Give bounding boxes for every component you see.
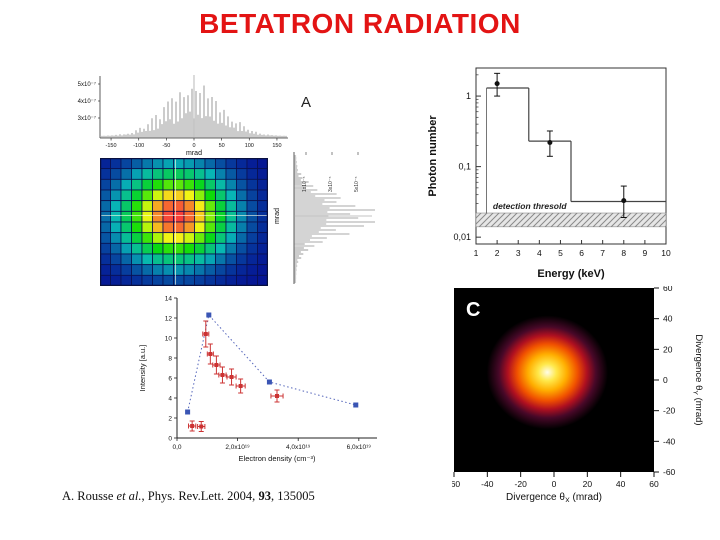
svg-text:3: 3 — [516, 248, 521, 258]
svg-text:14: 14 — [165, 296, 173, 303]
svg-text:-50: -50 — [162, 143, 170, 149]
svg-text:40: 40 — [616, 479, 626, 489]
svg-text:Divergence θX (mrad): Divergence θX (mrad) — [506, 492, 602, 502]
svg-text:2: 2 — [168, 416, 172, 423]
svg-text:Electron density (cm⁻³): Electron density (cm⁻³) — [239, 454, 316, 463]
svg-text:-150: -150 — [106, 143, 117, 149]
svg-text:8: 8 — [621, 248, 626, 258]
vertical-profile-chart: mrad 1x10⁻⁵ 3x10⁻⁵ 5x10⁻⁵ — [274, 152, 375, 284]
svg-text:50: 50 — [219, 143, 225, 149]
svg-text:2: 2 — [495, 248, 500, 258]
svg-text:20: 20 — [583, 479, 593, 489]
svg-text:60: 60 — [663, 286, 673, 293]
svg-text:4x10⁻⁷: 4x10⁻⁷ — [78, 98, 96, 105]
citation-etal: et al. — [116, 489, 142, 503]
svg-text:6: 6 — [168, 376, 172, 383]
beam-profile-panel — [100, 158, 268, 286]
svg-text:-60: -60 — [452, 479, 460, 489]
svg-text:150: 150 — [272, 143, 281, 149]
svg-text:0,0: 0,0 — [172, 444, 181, 451]
divergence-map-image: C 60 40 20 0 -20 -40 -60 -60 -40 -20 0 20 40 60 Diverge… — [452, 286, 705, 502]
svg-text:9: 9 — [643, 248, 648, 258]
svg-text:6,0x10¹⁹: 6,0x10¹⁹ — [347, 444, 372, 451]
svg-text:0,1: 0,1 — [458, 162, 471, 172]
svg-text:5: 5 — [558, 248, 563, 258]
panel-a-label: A — [301, 94, 312, 111]
intensity-vs-density-chart: 0 2 4 6 8 10 12 14 0,0 2,0x10¹⁹ 4,0x10¹⁹ 6,0x10¹⁹ El… — [138, 296, 377, 463]
svg-text:1x10⁻⁵: 1x10⁻⁵ — [302, 176, 308, 192]
svg-text:0,01: 0,01 — [453, 232, 471, 242]
svg-text:C: C — [466, 299, 480, 321]
citation-journal: , Phys. Rev.Lett. 2004, — [141, 489, 259, 503]
citation: A. Rousse et al., Phys. Rev.Lett. 2004, … — [62, 489, 315, 504]
svg-text:Photon number: Photon number — [427, 115, 439, 197]
svg-text:3x10⁻⁷: 3x10⁻⁷ — [78, 115, 96, 122]
svg-text:6: 6 — [579, 248, 584, 258]
svg-text:mrad: mrad — [274, 208, 281, 224]
page-title: BETATRON RADIATION — [199, 8, 521, 39]
svg-text:Divergence θY (mrad): Divergence θY (mrad) — [692, 334, 705, 425]
svg-text:12: 12 — [165, 316, 173, 323]
svg-text:10: 10 — [165, 336, 173, 343]
angular-spectrum-chart: 5x10⁻⁷ 4x10⁻⁷ 3x10⁻⁷ -150 -100 -50 0 50 100 150 mr… — [78, 75, 288, 157]
svg-text:40: 40 — [663, 314, 673, 324]
svg-text:0: 0 — [552, 479, 557, 489]
beam-profile-heatmap — [100, 158, 268, 286]
svg-text:-20: -20 — [515, 479, 528, 489]
photon-spectrum-panel: 1 0,1 0,01 1 2 3 4 5 6 7 8 9 10 Energy (keV) Photon nu… — [420, 58, 675, 288]
svg-text:0: 0 — [663, 375, 668, 385]
svg-text:Intensity [a.u.]: Intensity [a.u.] — [138, 345, 147, 392]
svg-text:10: 10 — [661, 248, 671, 258]
svg-text:3x10⁻⁵: 3x10⁻⁵ — [328, 176, 334, 192]
vertical-profile-panel: mrad 1x10⁻⁵ 3x10⁻⁵ 5x10⁻⁵ — [270, 148, 375, 290]
svg-text:detection thresold: detection thresold — [493, 201, 567, 211]
svg-text:100: 100 — [245, 143, 254, 149]
panel-a-spectrum: 5x10⁻⁷ 4x10⁻⁷ 3x10⁻⁷ -150 -100 -50 0 50 100 150 mr… — [60, 70, 295, 158]
svg-text:-100: -100 — [133, 143, 144, 149]
svg-text:60: 60 — [649, 479, 659, 489]
svg-text:mrad: mrad — [186, 150, 202, 157]
svg-text:-40: -40 — [663, 436, 676, 446]
citation-author: A. Rousse — [62, 489, 117, 503]
svg-text:-60: -60 — [663, 467, 676, 477]
svg-text:4: 4 — [537, 248, 542, 258]
svg-text:-40: -40 — [481, 479, 494, 489]
svg-text:1: 1 — [474, 248, 479, 258]
divergence-map-panel: C 60 40 20 0 -20 -40 -60 -60 -40 -20 0 20 40 60 Diverge… — [452, 286, 714, 502]
svg-text:0: 0 — [168, 436, 172, 443]
citation-pages: , 135005 — [270, 489, 315, 503]
svg-text:20: 20 — [663, 344, 673, 354]
svg-text:-20: -20 — [663, 406, 676, 416]
svg-text:2,0x10¹⁹: 2,0x10¹⁹ — [225, 444, 250, 451]
svg-text:1: 1 — [466, 91, 471, 101]
svg-text:7: 7 — [600, 248, 605, 258]
svg-text:4,0x10¹⁹: 4,0x10¹⁹ — [286, 444, 311, 451]
intensity-density-panel: 0 2 4 6 8 10 12 14 0,0 2,0x10¹⁹ 4,0x10¹⁹ 6,0x10¹⁹ El… — [135, 290, 385, 475]
svg-text:0: 0 — [192, 143, 195, 149]
svg-text:8: 8 — [168, 356, 172, 363]
svg-text:Energy (keV): Energy (keV) — [537, 268, 605, 280]
svg-text:5x10⁻⁷: 5x10⁻⁷ — [78, 81, 96, 88]
citation-volume: 93 — [258, 489, 271, 503]
svg-text:4: 4 — [168, 396, 172, 403]
svg-text:5x10⁻⁵: 5x10⁻⁵ — [354, 176, 360, 192]
